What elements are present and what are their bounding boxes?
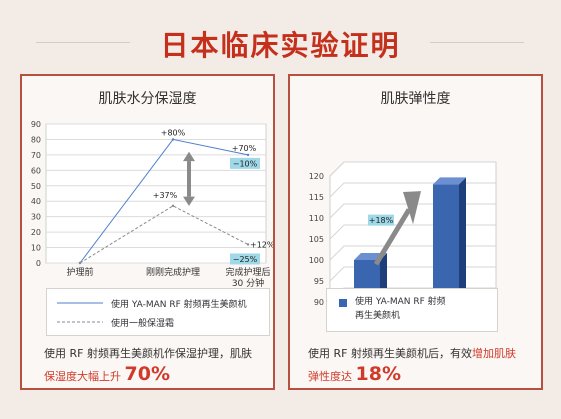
badge-growth [368,214,394,226]
legend-label-bar: 使用 YA-MAN RF 射频 再生美颜机 [355,297,446,321]
elasticity-legend: 使用 YA-MAN RF 射频 再生美颜机 [326,288,498,332]
moisture-caption-text: 使用 RF 射频再生美颜机作保湿护理，肌肤 [44,347,252,360]
y-tick-label: 95 [314,277,324,286]
elasticity-panel: 肌肤弹性度 9095100105110115120护理前刚刚完成护理+18% 使… [288,74,543,390]
bar-side [459,177,466,302]
data-point [171,204,175,208]
moisture-caption-highlight: 保湿度大幅上升 [44,370,121,383]
moisture-chart-title: 肌肤水分保湿度 [98,91,197,107]
annotation-growth: +18% [369,216,394,225]
growth-arrow-shaft [373,208,412,266]
annotation-rf-change: −10% [233,159,258,168]
y-tick-label: 10 [31,244,41,253]
moisture-line-chart: 0 10 20 30 40 50 60 70 80 90 护理前 刚刚完成护理 完成护理后 30 分钟 +8… [31,120,273,289]
plot-area [45,123,267,264]
elasticity-caption: 使用 RF 射频再生美颜机后，有效增加肌肤 弹性度达 18% [308,344,540,387]
x-tick-label: 完成护理后 30 分钟 [225,266,270,289]
y-tick-label: 30 [31,213,41,222]
bar-top [433,177,466,185]
annotation-general-end: +12% [250,240,273,249]
grid-line [329,161,496,177]
y-tick-label: 20 [31,228,41,237]
title-divider-left [36,42,130,43]
y-tick-label: 100 [309,256,324,265]
elasticity-caption-highlight-1: 增加肌肤 [471,347,516,360]
y-tick-label: 40 [31,197,41,206]
y-tick-label: 115 [309,193,324,202]
moisture-legend: 使用 YA-MAN RF 射频再生美颜机 使用一般保湿霜 [46,288,270,336]
data-point [246,243,250,246]
data-point [246,153,250,157]
elasticity-chart-title: 肌肤弹性度 [380,91,451,107]
moisture-caption-number: 70% [124,363,170,385]
data-point [171,138,175,141]
y-tick-label: 90 [31,120,41,129]
change-arrow-head-up [183,151,195,162]
y-tick-label: 105 [309,235,324,244]
y-tick-label: 90 [314,298,324,307]
title-divider-right [430,42,524,43]
data-point [78,261,82,265]
y-tick-label: 60 [31,166,41,175]
elasticity-caption-highlight-2: 弹性度达 [308,370,352,383]
y-tick-label: 0 [36,259,41,268]
elasticity-caption-text: 使用 RF 射频再生美颜机后，有效 [308,347,472,360]
annotation-rf-end: +70% [232,144,257,153]
moisture-caption: 使用 RF 射频再生美颜机作保湿护理，肌肤 保湿度大幅上升 70% [44,344,270,387]
y-tick-label: 80 [31,135,41,144]
annotation-general-change: −25% [233,255,258,264]
growth-arrow-head [403,191,421,225]
bar [433,184,459,302]
annotation-general-peak: +37% [153,191,178,200]
series-line-general [79,205,249,264]
badge-rf-change [230,157,260,169]
badge-general-change [230,253,260,265]
y-tick-label: 110 [309,214,324,223]
elasticity-caption-number: 18% [355,363,401,385]
y-tick-label: 120 [309,172,324,181]
legend-swatch-bar [339,299,347,307]
y-tick-label: 70 [31,151,41,160]
legend-label-general: 使用一般保湿霜 [111,319,175,329]
y-tick-label: 50 [31,182,41,191]
change-arrow-head-down [183,196,195,206]
x-tick-label: 护理前 [66,266,93,278]
x-tick-label: 刚刚完成护理 [146,266,200,278]
legend-label-rf: 使用 YA-MAN RF 射频再生美颜机 [111,300,247,310]
annotation-rf-peak: +80% [161,128,186,137]
page-title: 日本临床实验证明 [160,29,401,62]
moisture-panel: 肌肤水分保湿度 0 10 20 30 40 50 60 70 80 90 护理前 刚刚完成护理 完成护理… [20,74,275,390]
